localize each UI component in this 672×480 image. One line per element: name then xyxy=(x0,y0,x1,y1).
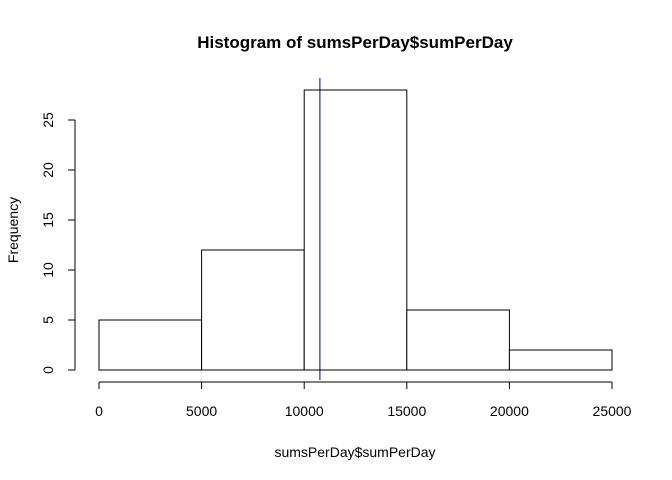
x-tick-label-4: 20000 xyxy=(490,403,529,419)
y-tick-label-5: 25 xyxy=(40,112,56,128)
histogram-bar-0 xyxy=(98,319,203,371)
y-tick-label-1: 5 xyxy=(40,316,56,324)
histogram-bar-1 xyxy=(201,249,305,371)
histogram-bars xyxy=(98,89,613,371)
y-tick-label-0: 0 xyxy=(40,366,56,374)
x-axis: 0 5000 10000 15000 20000 25000 xyxy=(95,381,632,419)
y-axis-label: Frequency xyxy=(5,197,21,263)
x-axis-label: sumsPerDay$sumPerDay xyxy=(274,444,435,460)
y-tick-label-4: 20 xyxy=(40,162,56,178)
x-tick-label-5: 25000 xyxy=(593,403,632,419)
histogram-bar-2 xyxy=(303,89,408,371)
histogram-bar-4 xyxy=(508,349,613,371)
histogram-bar-3 xyxy=(406,309,510,371)
x-tick-label-2: 10000 xyxy=(285,403,324,419)
x-tick-label-3: 15000 xyxy=(387,403,426,419)
y-axis: 0 5 10 15 20 25 xyxy=(40,112,76,374)
y-tick-label-2: 10 xyxy=(40,262,56,278)
x-tick-label-0: 0 xyxy=(95,403,103,419)
chart-title: Histogram of sumsPerDay$sumPerDay xyxy=(197,33,513,52)
x-tick-label-1: 5000 xyxy=(186,403,217,419)
y-tick-label-3: 15 xyxy=(40,212,56,228)
